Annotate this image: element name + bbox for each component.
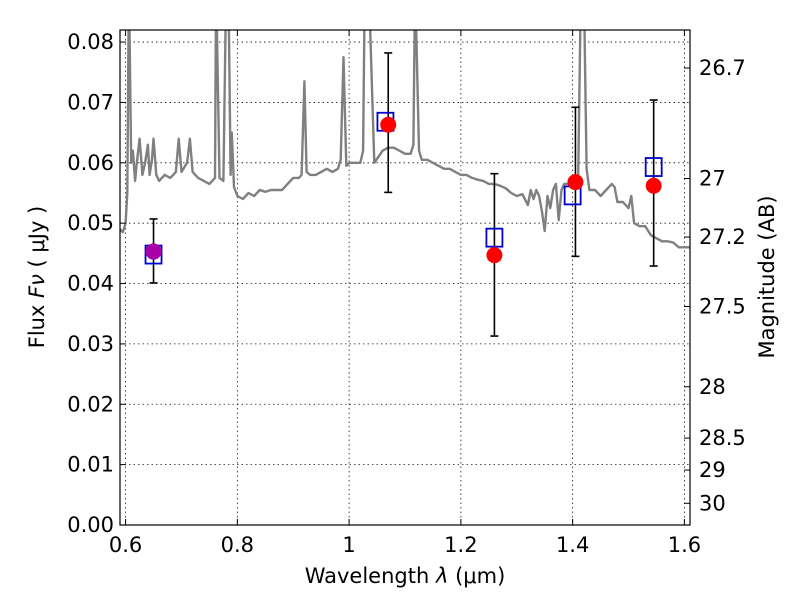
right-tick-label: 28 bbox=[699, 375, 726, 399]
y-tick-label: 0.06 bbox=[67, 151, 114, 175]
y-axis-label-unit: ( μJy ) bbox=[25, 206, 49, 274]
x-tick-label: 1.6 bbox=[668, 533, 701, 557]
y-tick-label: 0.02 bbox=[67, 392, 114, 416]
right-tick-label: 30 bbox=[699, 491, 726, 515]
ticks: 0.6 0.8 1 1.2 1.4 1.6 0.00 0.01 0.02 0.03 0.04 0.05… bbox=[67, 30, 746, 557]
y-axis-label-symbol: Fν bbox=[25, 274, 49, 298]
x-axis-label-prefix: Wavelength bbox=[305, 564, 436, 588]
y-tick-label: 0.03 bbox=[67, 332, 114, 356]
square-marker bbox=[485, 227, 504, 248]
x-axis-label-symbol: λ bbox=[435, 564, 448, 588]
circle-marker bbox=[645, 177, 662, 194]
circle-marker bbox=[486, 247, 503, 264]
circle-marker bbox=[380, 116, 397, 133]
grid bbox=[120, 30, 690, 525]
y-tick-label: 0.00 bbox=[67, 513, 114, 537]
right-tick-label: 26.7 bbox=[699, 56, 746, 80]
y-axis-right-label: Magnitude (AB) bbox=[755, 195, 779, 358]
square-marker bbox=[644, 157, 663, 177]
x-tick-label: 1.2 bbox=[444, 533, 477, 557]
y-axis-label: Flux Fν ( μJy ) bbox=[25, 206, 49, 349]
y-tick-label: 0.01 bbox=[67, 453, 114, 477]
right-tick-label: 27 bbox=[699, 167, 726, 191]
y-tick-label: 0.07 bbox=[67, 90, 114, 114]
right-tick-label: 29 bbox=[699, 458, 726, 482]
x-tick-label: 0.6 bbox=[109, 533, 142, 557]
y-tick-label: 0.05 bbox=[67, 211, 114, 235]
x-tick-label: 1 bbox=[342, 533, 355, 557]
y-axis-label-prefix: Flux bbox=[25, 298, 49, 348]
spectrum-line bbox=[120, 30, 690, 249]
circle-marker bbox=[567, 174, 584, 191]
right-tick-label: 27.2 bbox=[699, 225, 746, 249]
circle-marker bbox=[145, 243, 162, 260]
right-tick-label: 28.5 bbox=[699, 426, 746, 450]
y-tick-label: 0.08 bbox=[67, 30, 114, 54]
right-tick-label: 27.5 bbox=[699, 294, 746, 318]
y-tick-label: 0.04 bbox=[67, 272, 114, 296]
plot-frame bbox=[119, 29, 691, 526]
plot-area bbox=[120, 30, 690, 337]
x-axis-label-unit: (μm) bbox=[448, 564, 505, 588]
x-tick-label: 0.8 bbox=[221, 533, 254, 557]
x-tick-label: 1.4 bbox=[556, 533, 589, 557]
x-axis-label: Wavelength λ (μm) bbox=[305, 564, 506, 588]
